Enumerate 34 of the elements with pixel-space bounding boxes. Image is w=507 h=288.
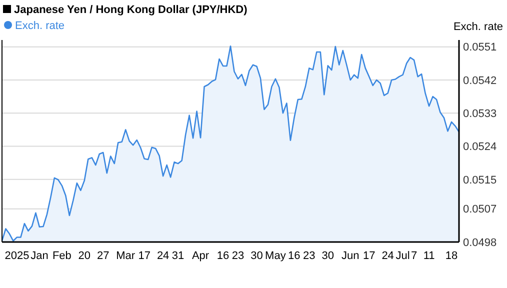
y-tick-label: 0.0542 [463,74,497,87]
x-tick-label: 20 [78,250,91,262]
x-tick-label: Feb [52,250,72,262]
x-tick-label: 18 [445,250,458,262]
x-tick-label: 17 [362,250,376,262]
x-tick-label: 24 [382,250,394,262]
y-axis-title: Exch. rate [453,21,503,33]
x-tick-label: 24 [156,250,170,262]
x-tick-label: Apr [192,250,210,262]
x-tick-label: 7 [410,250,418,262]
x-tick-label: 11 [423,250,435,262]
x-tick-label: 16 [288,250,300,262]
y-tick-label: 0.0498 [463,236,497,249]
x-tick-label: 17 [138,250,150,262]
x-tick-label: Jun [341,250,360,262]
y-tick-label: 0.0524 [463,141,497,154]
chart-title: Japanese Yen / Hong Kong Dollar (JPY/HKD) [14,4,248,16]
x-tick-label: 30 [322,250,334,262]
y-tick-label: 0.0507 [463,204,497,216]
x-tick-label: 31 [172,250,184,262]
x-tick-label: 30 [250,250,263,262]
x-tick-label: 16 [216,250,230,262]
y-tick-label: 0.0533 [463,108,497,120]
legend-label: Exch. rate [15,20,65,32]
x-tick-label: 2025 [4,250,30,262]
x-tick-label: May [265,250,286,262]
x-tick-label: 23 [232,250,244,262]
x-tick-label: Jul [396,250,410,262]
x-tick-label: 23 [303,250,316,262]
y-tick-label: 0.0515 [463,174,497,186]
x-tick-label: Jan [30,250,48,262]
y-tick-label: 0.0551 [463,42,497,54]
x-tick-label: Mar [116,250,136,262]
x-tick-label: 27 [97,250,110,262]
